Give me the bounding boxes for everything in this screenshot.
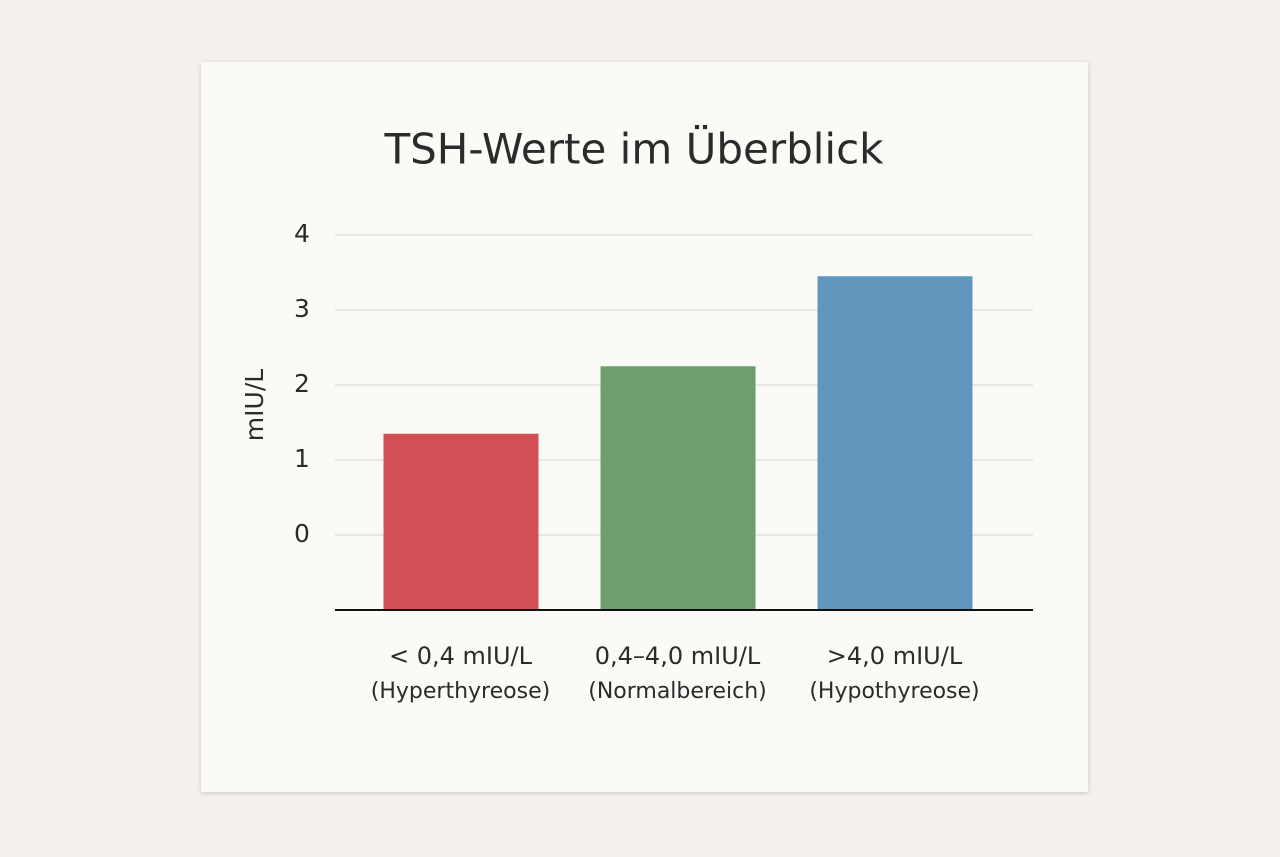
x-tick-label: >4,0 mIU/L — [827, 642, 963, 670]
bar — [383, 433, 539, 610]
bar — [817, 276, 973, 610]
y-tick-label: 0 — [294, 519, 310, 548]
y-tick-label: 1 — [294, 444, 310, 473]
y-tick-label: 2 — [294, 369, 310, 398]
y-tick-label: 4 — [294, 219, 310, 248]
y-axis-title: mIU/L — [240, 369, 269, 441]
x-tick-label: (Hyperthyreose) — [371, 679, 550, 704]
x-tick-label: (Hypothyreose) — [809, 679, 979, 704]
chart-title: TSH-Werte im Überblick — [383, 124, 884, 174]
y-tick-label: 3 — [294, 294, 310, 323]
x-tick-label: 0,4–4,0 mIU/L — [595, 642, 761, 670]
x-tick-label: < 0,4 mIU/L — [389, 642, 533, 670]
x-tick-label: (Normalbereich) — [588, 679, 767, 704]
bar — [600, 366, 756, 610]
